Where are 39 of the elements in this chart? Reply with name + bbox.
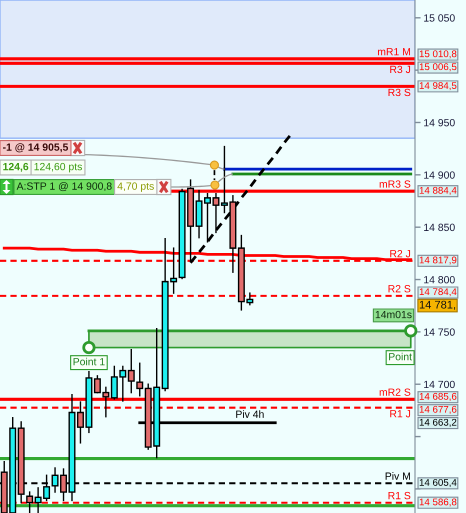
- ref-line-label: R2 S: [388, 285, 410, 292]
- text: 14 884,4: [420, 186, 457, 195]
- ref-line-label: R1 J: [390, 410, 410, 418]
- annotation: 4,70 pts: [117, 182, 154, 192]
- text: 14 663,2: [420, 418, 456, 427]
- y-tick-label: 14 750: [424, 328, 455, 336]
- text: 15 010,8: [420, 50, 456, 58]
- ref-line-label: mR3 S: [380, 180, 410, 188]
- text: 14 817,9: [420, 256, 456, 265]
- y-tick-label: 14 850: [424, 224, 455, 232]
- y-tick-label: 14 950: [424, 118, 455, 126]
- y-tick-label: 14 700: [424, 380, 455, 388]
- ref-line-label: R3 J: [390, 66, 410, 74]
- y-tick-label: 14 800: [424, 276, 455, 284]
- text: 14 677,6: [420, 406, 456, 414]
- text: 14 781,: [420, 300, 456, 310]
- text: 14 984,5: [420, 82, 456, 90]
- annotation: 124,6: [3, 162, 28, 172]
- text: 14 685,6: [420, 392, 456, 401]
- text: 15 006,5: [420, 63, 456, 72]
- ref-line-label: R3 S: [388, 88, 410, 96]
- ref-line-label: mR2 S: [380, 388, 410, 396]
- text: 14 605,4: [420, 478, 457, 488]
- annotation: A:STP 1 @ 14 900,8: [16, 182, 112, 192]
- text: 14 586,8: [420, 498, 456, 506]
- annotation: -1 @ 14 905,5: [3, 143, 68, 152]
- ref-line-label: R2 J: [390, 250, 410, 258]
- y-tick-label: 14 900: [424, 171, 455, 179]
- annotation: 124,60 pts: [34, 162, 82, 172]
- annotation: Point: [389, 352, 412, 360]
- text: 14 784,4: [420, 288, 457, 296]
- annotation: 14m01s: [376, 310, 412, 318]
- series-label: Piv 4h: [236, 410, 264, 418]
- ref-line-label: Piv M: [386, 472, 410, 480]
- ref-line-label: mR1 M: [378, 48, 410, 56]
- ref-line-label: R1 S: [388, 492, 410, 500]
- y-tick-label: 15 050: [424, 14, 455, 22]
- line-series: [2, 246, 412, 262]
- annotation: Point 1: [74, 358, 105, 366]
